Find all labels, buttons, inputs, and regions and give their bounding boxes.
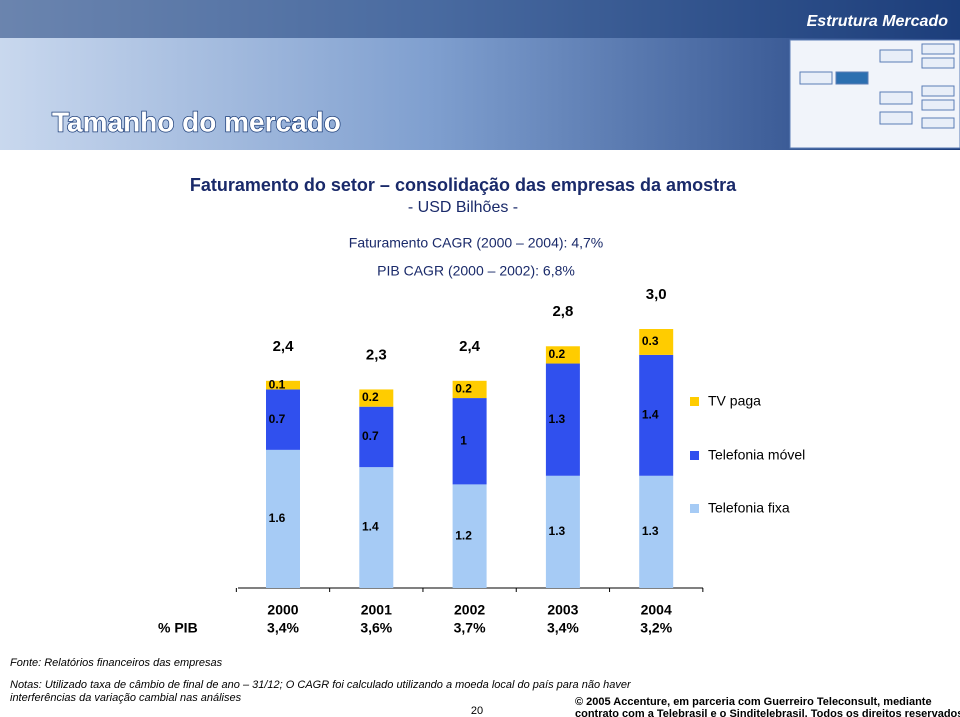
x-tick-label: 2000 xyxy=(267,602,298,618)
data-label: 0.3 xyxy=(642,334,659,348)
pib-value: 3,4% xyxy=(547,620,579,636)
x-tick-label: 2001 xyxy=(361,602,392,618)
bar-segment xyxy=(452,484,487,588)
header-top xyxy=(0,0,960,38)
chart-subtitle: - USD Bilhões - xyxy=(408,199,518,216)
bar-segment xyxy=(545,363,580,476)
bar-segment xyxy=(266,389,300,450)
total-label: 3,0 xyxy=(646,286,667,303)
pib-value: 3,6% xyxy=(360,620,392,636)
data-label: 0.2 xyxy=(362,390,379,404)
legend-label: Telefonia fixa xyxy=(708,500,790,516)
chart-title: Faturamento do setor – consolidação das … xyxy=(190,175,737,195)
data-label: 0.1 xyxy=(269,377,286,391)
bar-segment xyxy=(452,380,487,399)
annotation: PIB CAGR (2000 – 2002): 6,8% xyxy=(377,263,575,279)
data-label: 1.6 xyxy=(269,511,286,525)
total-label: 2,4 xyxy=(459,338,481,355)
bar-segment xyxy=(359,389,394,407)
data-label: 1.4 xyxy=(362,520,379,534)
x-tick-label: 2003 xyxy=(547,602,578,618)
legend-label: Telefonia móvel xyxy=(708,447,805,463)
data-label: 0.2 xyxy=(455,382,472,396)
bar-segment xyxy=(639,329,674,355)
bar-segment xyxy=(452,398,487,485)
pib-value: 3,2% xyxy=(640,620,672,636)
data-label: 0.7 xyxy=(362,429,379,443)
header-diagram xyxy=(789,39,960,149)
bar-segment xyxy=(266,380,300,390)
legend-swatch xyxy=(690,504,699,513)
data-label: 1.2 xyxy=(455,528,472,542)
total-label: 2,8 xyxy=(552,303,573,320)
data-label: 0.7 xyxy=(269,412,286,426)
legend-swatch xyxy=(690,397,699,406)
total-label: 2,4 xyxy=(273,338,295,355)
data-label: 1 xyxy=(460,433,467,447)
bar-segment xyxy=(359,467,394,588)
legend-label: TV paga xyxy=(708,393,761,409)
data-label: 0.2 xyxy=(549,347,566,361)
notes: interferências da variação cambial nas a… xyxy=(10,692,242,704)
pib-value: 3,7% xyxy=(454,620,486,636)
bar-segment xyxy=(545,346,580,364)
bar-segment xyxy=(359,406,394,468)
bar-segment xyxy=(639,354,674,476)
data-label: 1.3 xyxy=(549,412,566,426)
bar-segment xyxy=(545,475,580,588)
x-tick-label: 2004 xyxy=(641,602,672,618)
bar-segment xyxy=(639,475,674,588)
x-tick-label: 2002 xyxy=(454,602,485,618)
legend-swatch xyxy=(690,451,699,460)
data-label: 1.3 xyxy=(549,524,566,538)
page-number: 20 xyxy=(471,705,483,717)
pib-value: 3,4% xyxy=(267,620,299,636)
notes: Notas: Utilizado taxa de câmbio de final… xyxy=(10,679,632,691)
source: Fonte: Relatórios financeiros das empres… xyxy=(10,657,223,669)
total-label: 2,3 xyxy=(366,346,387,363)
header-section: Estrutura Mercado xyxy=(807,13,949,30)
data-label: 1.3 xyxy=(642,524,659,538)
copyright: contrato com a Telebrasil e o Sinditeleb… xyxy=(575,708,960,717)
data-label: 1.4 xyxy=(642,408,659,422)
bar-segment xyxy=(266,449,300,588)
header-title: Tamanho do mercado xyxy=(52,106,341,137)
annotation: Faturamento CAGR (2000 – 2004): 4,7% xyxy=(349,235,603,251)
pib-label: % PIB xyxy=(158,620,198,636)
copyright: © 2005 Accenture, em parceria com Guerre… xyxy=(575,696,932,708)
